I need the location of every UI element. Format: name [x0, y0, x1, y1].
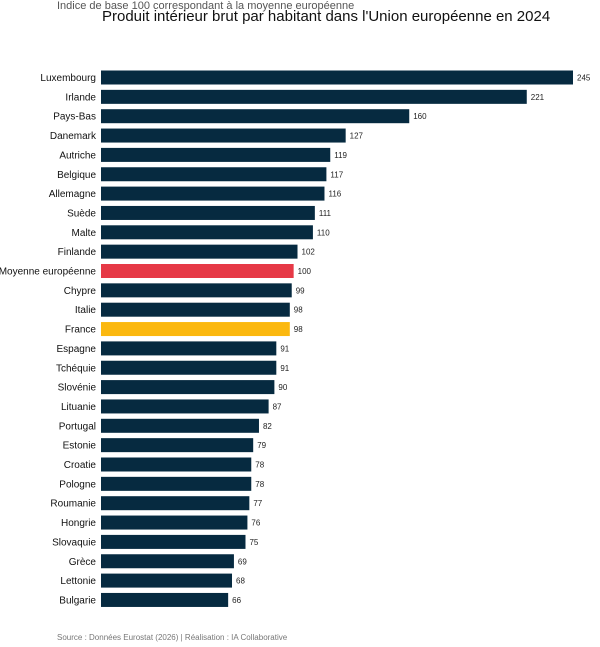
value-label-pologne: 78	[255, 480, 264, 489]
bar-estonie	[101, 438, 254, 453]
bar-danemark	[101, 128, 346, 143]
bar-roumanie	[101, 496, 250, 511]
bar-malte	[101, 225, 313, 240]
value-label-luxembourg: 245	[577, 74, 591, 83]
value-label-pays-bas: 160	[413, 112, 427, 121]
category-label-allemagne: Allemagne	[49, 189, 97, 200]
value-label-moyenne-europeenne: 100	[298, 267, 312, 276]
category-label-slovenie: Slovénie	[58, 383, 97, 394]
bar-lettonie	[101, 573, 233, 588]
value-label-roumanie: 77	[253, 499, 262, 508]
category-label-lituanie: Lituanie	[61, 402, 96, 413]
bar-hongrie	[101, 515, 248, 530]
bar-espagne	[101, 341, 277, 356]
category-label-lettonie: Lettonie	[60, 576, 96, 587]
bar-tchequie	[101, 360, 277, 375]
bar-moyenne-europeenne	[101, 264, 294, 278]
category-label-pays-bas: Pays-Bas	[53, 112, 96, 123]
category-label-slovaquie: Slovaquie	[52, 537, 96, 548]
bar-lituanie	[101, 399, 269, 414]
value-label-grece: 69	[238, 557, 247, 566]
value-label-malte: 110	[317, 228, 330, 237]
value-label-hongrie: 76	[251, 519, 260, 528]
value-label-croatie: 78	[255, 461, 264, 470]
value-label-irlande: 221	[531, 93, 545, 102]
bar-bulgarie	[101, 592, 229, 607]
category-label-estonie: Estonie	[63, 441, 97, 452]
bar-finlande	[101, 244, 298, 259]
bar-france	[101, 322, 290, 337]
category-label-chypre: Chypre	[64, 286, 97, 297]
category-label-luxembourg: Luxembourg	[40, 73, 96, 84]
bar-pologne	[101, 476, 252, 491]
bar-grece	[101, 554, 234, 569]
category-label-roumanie: Roumanie	[50, 499, 96, 510]
category-label-bulgarie: Bulgarie	[59, 595, 96, 606]
bar-pays-bas	[101, 109, 410, 124]
chart-title: Produit intérieur brut par habitant dans…	[102, 8, 551, 25]
value-label-slovenie: 90	[278, 383, 287, 392]
category-label-portugal: Portugal	[59, 421, 96, 432]
category-label-tchequie: Tchéquie	[56, 363, 96, 374]
bar-croatie	[101, 457, 252, 472]
category-label-france: France	[65, 325, 97, 336]
bar-italie	[101, 302, 290, 317]
category-label-croatie: Croatie	[64, 460, 97, 471]
category-label-danemark: Danemark	[50, 131, 97, 142]
bar-allemagne	[101, 186, 325, 201]
value-label-slovaquie: 75	[249, 538, 258, 547]
category-label-autriche: Autriche	[59, 150, 96, 161]
category-label-irlande: Irlande	[65, 92, 96, 103]
value-label-danemark: 127	[350, 132, 364, 141]
category-label-belgique: Belgique	[57, 170, 96, 181]
value-label-lituanie: 87	[273, 402, 282, 411]
category-label-moyenne-europeenne: Moyenne européenne	[0, 267, 96, 278]
category-label-espagne: Espagne	[57, 344, 97, 355]
value-label-portugal: 82	[263, 422, 272, 431]
category-label-pologne: Pologne	[59, 479, 96, 490]
value-label-france: 98	[294, 325, 303, 334]
bar-chypre	[101, 283, 292, 298]
source-note: Source : Données Eurostat (2026) | Réali…	[57, 633, 288, 642]
value-label-espagne: 91	[280, 344, 289, 353]
category-label-hongrie: Hongrie	[61, 518, 96, 529]
chart-subtitle: Indice de base 100 correspondant à la mo…	[57, 0, 355, 12]
bar-suede	[101, 205, 315, 220]
bar-autriche	[101, 147, 331, 162]
category-label-suede: Suède	[67, 208, 96, 219]
bar-luxembourg	[101, 70, 573, 85]
bar-belgique	[101, 167, 327, 182]
value-label-lettonie: 68	[236, 577, 245, 586]
value-label-estonie: 79	[257, 441, 266, 450]
value-label-chypre: 99	[296, 286, 305, 295]
value-label-autriche: 119	[334, 151, 347, 160]
category-label-finlande: Finlande	[58, 247, 97, 258]
value-label-bulgarie: 66	[232, 596, 241, 605]
bar-irlande	[101, 89, 527, 104]
value-label-suede: 111	[319, 209, 332, 218]
value-label-italie: 98	[294, 306, 303, 315]
bar-portugal	[101, 418, 259, 433]
bar-slovenie	[101, 380, 275, 395]
bar-slovaquie	[101, 534, 246, 549]
category-label-grece: Grèce	[69, 557, 97, 568]
value-label-allemagne: 116	[328, 190, 341, 199]
value-label-belgique: 117	[330, 170, 343, 179]
value-label-tchequie: 91	[280, 364, 289, 373]
category-label-italie: Italie	[75, 305, 97, 316]
category-label-malte: Malte	[72, 228, 97, 239]
value-label-finlande: 102	[302, 248, 316, 257]
